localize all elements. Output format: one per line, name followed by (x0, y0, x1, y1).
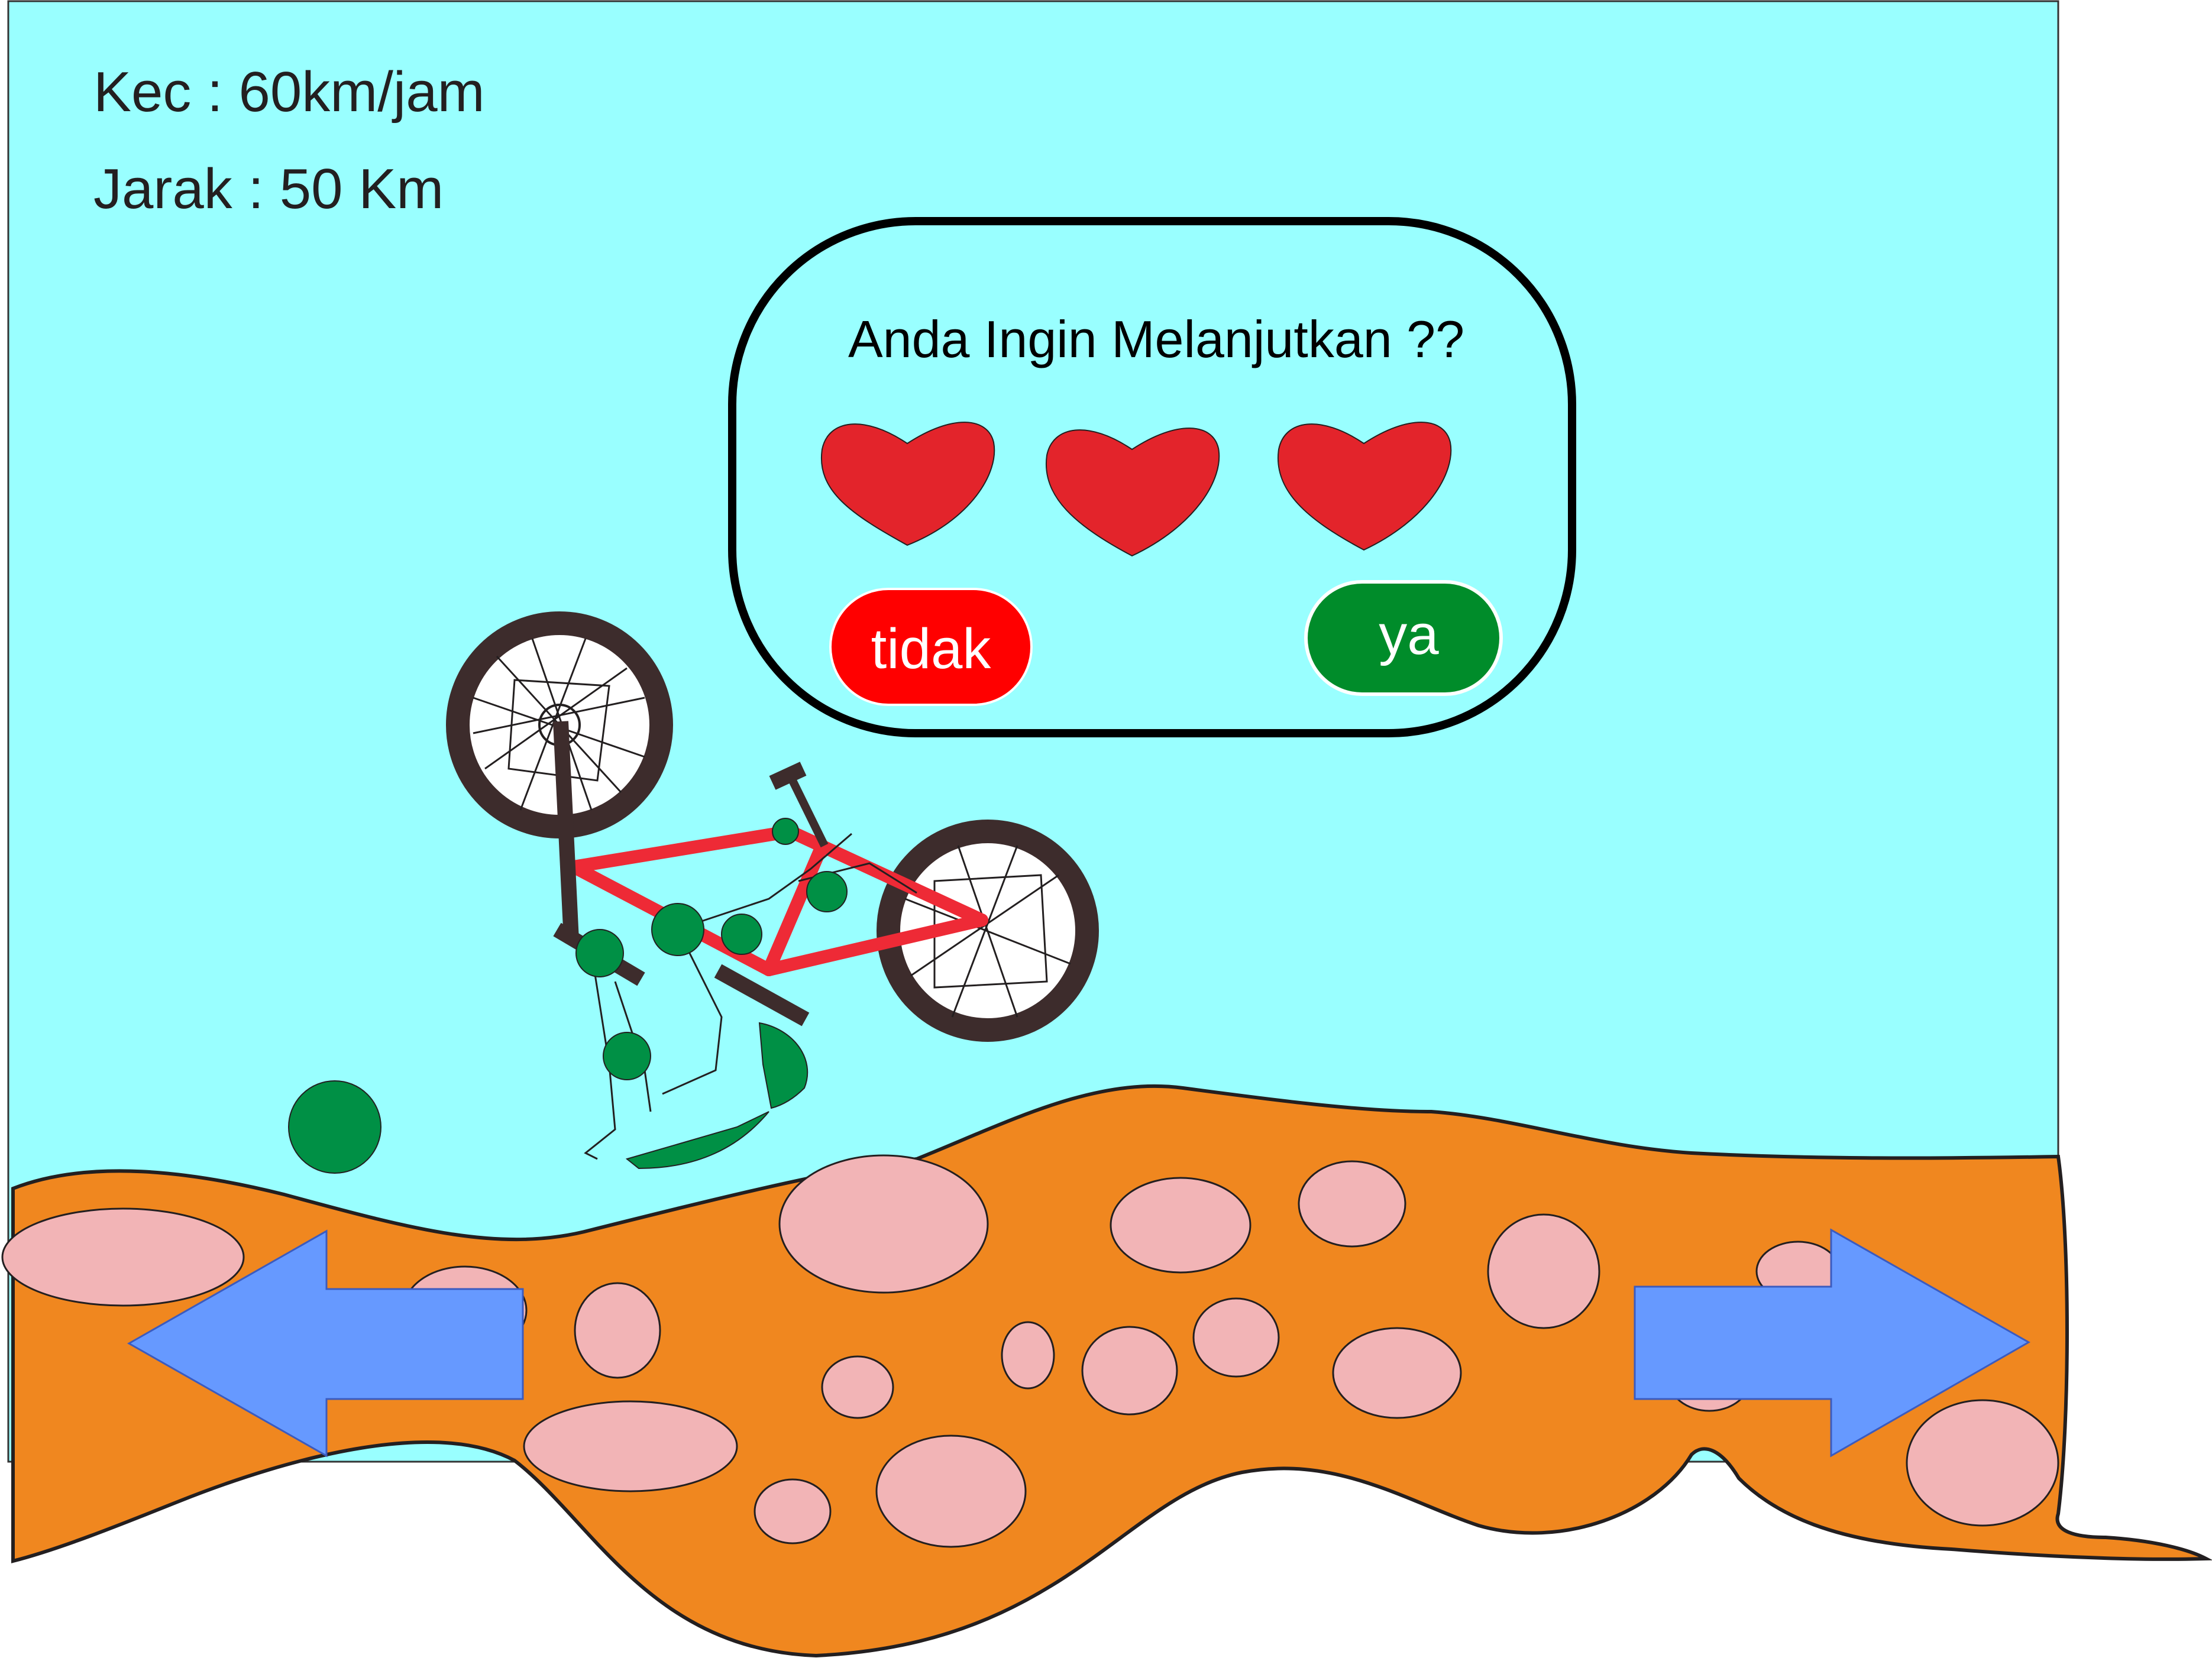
heart-icon (1277, 422, 1452, 551)
rock (1487, 1213, 1600, 1329)
rocks (1, 1154, 2059, 1548)
rider-joint (806, 871, 848, 912)
yes-button-bg[interactable] (1304, 580, 1503, 696)
dialog-box (728, 217, 1576, 737)
bike-pedal-arm (714, 964, 810, 1026)
rock (574, 1282, 661, 1379)
arrow-right-icon[interactable] (1634, 1228, 2031, 1458)
bike-seat (769, 762, 807, 790)
no-button-bg[interactable] (829, 588, 1033, 706)
rock (875, 1434, 1027, 1548)
rider-joint (603, 1032, 651, 1080)
rock (1332, 1327, 1462, 1419)
rider-leg (758, 1022, 809, 1109)
rock (1, 1207, 245, 1307)
rider-joint (651, 903, 704, 956)
rider-joint (575, 929, 624, 977)
rider-foot (625, 1111, 769, 1170)
yes-button[interactable]: ya (1304, 580, 1503, 696)
rock (821, 1355, 894, 1419)
continue-dialog: Anda Ingin Melanjutkan ?? tidak ya (728, 217, 1576, 737)
distance-readout: Jarak : 50 Km (93, 157, 444, 221)
bike-seatpost (788, 778, 829, 848)
rock (753, 1478, 832, 1544)
no-button[interactable]: tidak (829, 588, 1033, 706)
rock (1001, 1321, 1055, 1390)
rider-joint (772, 818, 799, 845)
bike-fork (553, 721, 579, 941)
rock (1081, 1326, 1178, 1416)
rider-helmet (288, 1080, 381, 1174)
rock (778, 1154, 989, 1294)
rider (288, 818, 917, 1174)
heart-icon (820, 422, 995, 546)
rider-joint (721, 914, 762, 955)
bicycle (288, 611, 1099, 1174)
arrow-left-icon[interactable] (127, 1229, 524, 1458)
rock (523, 1400, 738, 1492)
rock (1192, 1297, 1280, 1378)
rock (1298, 1160, 1406, 1248)
rock (1110, 1177, 1251, 1274)
dialog-title: Anda Ingin Melanjutkan ?? (848, 310, 1464, 368)
speed-readout: Kec : 60km/jam (93, 60, 485, 124)
no-button-label[interactable]: tidak (871, 617, 992, 681)
yes-button-label[interactable]: ya (1379, 603, 1439, 666)
heart-icon (1045, 428, 1220, 557)
rock (1906, 1399, 2059, 1527)
